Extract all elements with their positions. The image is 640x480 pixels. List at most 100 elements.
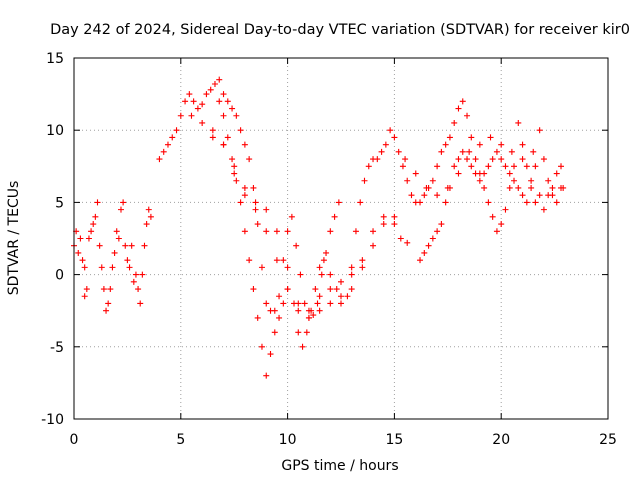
data-point — [288, 213, 295, 220]
data-point — [280, 257, 287, 264]
data-point — [237, 127, 244, 134]
data-point — [348, 264, 355, 271]
data-point — [417, 257, 424, 264]
data-point — [434, 163, 441, 170]
x-tick-label: 10 — [279, 432, 297, 448]
data-point — [502, 206, 509, 213]
data-point — [77, 235, 84, 242]
data-point — [429, 235, 436, 242]
data-point — [246, 257, 253, 264]
data-point — [472, 170, 479, 177]
data-point — [412, 170, 419, 177]
data-point — [79, 257, 86, 264]
y-axis-label: SDTVAR / TECUs — [6, 181, 22, 296]
data-point — [374, 156, 381, 163]
data-point — [327, 228, 334, 235]
data-point — [280, 300, 287, 307]
data-point — [378, 148, 385, 155]
data-point — [126, 264, 133, 271]
data-point — [515, 119, 522, 126]
data-point — [241, 228, 248, 235]
data-point — [397, 235, 404, 242]
data-point — [459, 148, 466, 155]
data-point — [273, 228, 280, 235]
data-point — [323, 249, 330, 256]
data-point — [395, 148, 402, 155]
data-point — [489, 156, 496, 163]
y-tick-label: 15 — [46, 51, 64, 67]
data-point — [85, 235, 92, 242]
plot-frame — [73, 57, 609, 420]
data-point — [122, 242, 129, 249]
data-point — [252, 206, 259, 213]
data-point — [241, 184, 248, 191]
data-point — [361, 177, 368, 184]
y-tick-label: -10 — [41, 412, 64, 428]
data-point — [75, 249, 82, 256]
data-point — [132, 271, 139, 278]
data-point — [359, 257, 366, 264]
data-point — [434, 192, 441, 199]
data-point — [506, 170, 513, 177]
data-point — [295, 300, 302, 307]
data-point — [468, 163, 475, 170]
x-axis-label: GPS time / hours — [281, 458, 398, 474]
data-point — [425, 242, 432, 249]
data-point — [301, 300, 308, 307]
data-point — [224, 98, 231, 105]
data-point — [451, 119, 458, 126]
x-tick-label: 5 — [176, 432, 185, 448]
data-point — [177, 112, 184, 119]
data-point — [438, 221, 445, 228]
data-point — [209, 134, 216, 141]
data-point — [549, 192, 556, 199]
data-point — [357, 199, 364, 206]
data-point — [476, 141, 483, 148]
data-point — [100, 286, 107, 293]
data-point — [94, 199, 101, 206]
data-point — [139, 271, 146, 278]
data-point — [117, 206, 124, 213]
data-point — [511, 177, 518, 184]
data-point — [310, 312, 317, 319]
data-point — [190, 98, 197, 105]
data-point — [115, 235, 122, 242]
x-tick-label: 15 — [385, 432, 403, 448]
data-point — [438, 148, 445, 155]
data-point — [498, 156, 505, 163]
data-point — [295, 329, 302, 336]
data-point — [318, 271, 325, 278]
data-point — [220, 91, 227, 98]
data-point — [348, 286, 355, 293]
data-point — [370, 228, 377, 235]
data-point — [209, 127, 216, 134]
data-point — [83, 286, 90, 293]
data-point — [137, 300, 144, 307]
data-point — [207, 86, 214, 93]
data-point — [532, 163, 539, 170]
data-point — [553, 199, 560, 206]
data-point — [442, 141, 449, 148]
data-point — [338, 293, 344, 300]
data-point — [493, 148, 500, 155]
data-point — [481, 170, 488, 177]
axis-ticks — [73, 57, 609, 420]
data-point — [81, 264, 88, 271]
data-point — [511, 163, 518, 170]
data-point — [299, 343, 306, 350]
data-point — [224, 134, 231, 141]
data-point — [105, 300, 112, 307]
data-point — [113, 228, 120, 235]
data-point — [421, 192, 428, 199]
data-point — [502, 163, 509, 170]
data-point — [263, 372, 270, 379]
data-point — [508, 148, 515, 155]
data-point — [135, 286, 142, 293]
data-point — [540, 156, 547, 163]
data-point — [382, 141, 389, 148]
data-point — [404, 177, 411, 184]
data-point — [545, 177, 552, 184]
data-point — [489, 213, 496, 220]
data-point — [199, 101, 206, 108]
data-point — [466, 148, 473, 155]
